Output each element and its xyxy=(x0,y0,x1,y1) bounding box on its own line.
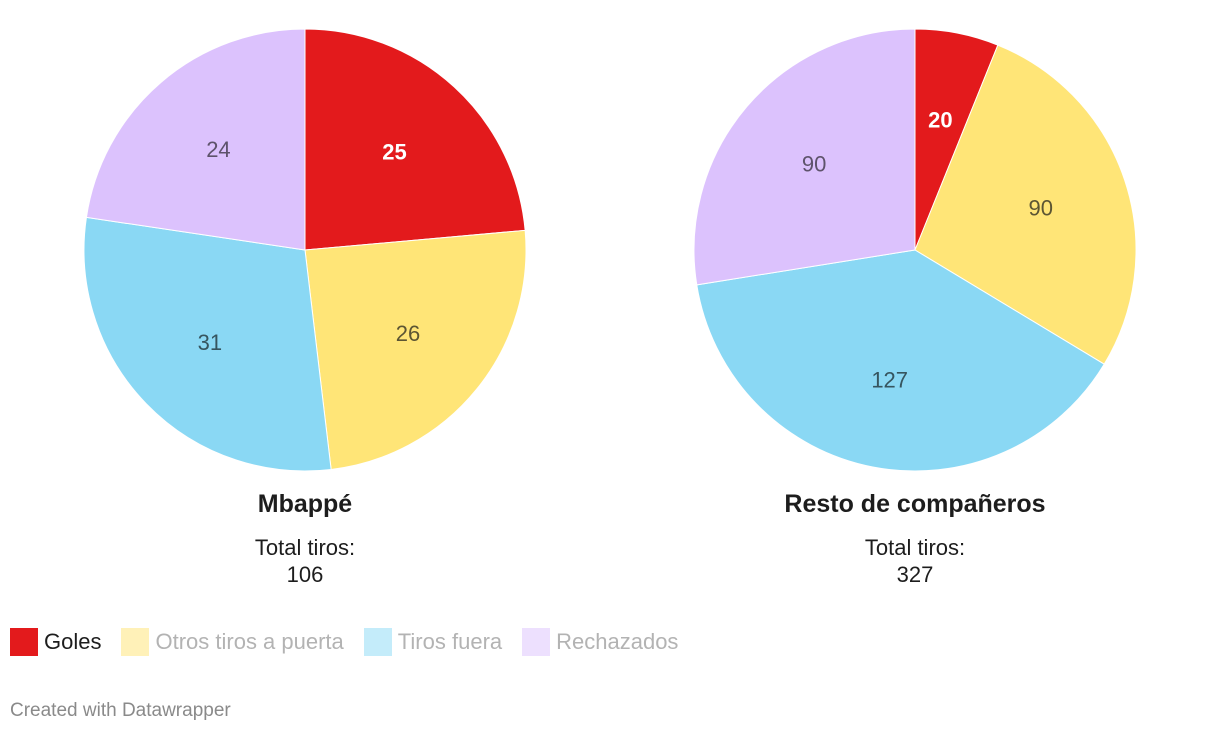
footer-credit[interactable]: Created with Datawrapper xyxy=(10,700,231,721)
legend-item-otros-tiros[interactable]: Otros tiros a puerta xyxy=(121,628,344,656)
total-label: Total tiros: xyxy=(254,535,356,560)
chart-subtitle-resto: Total tiros: 327 xyxy=(635,534,1195,588)
chart-title-resto: Resto de compañeros xyxy=(784,490,1046,518)
pie-slice-otros-tiros-a-puerta[interactable] xyxy=(914,44,1137,365)
pie-chart-resto: 20 90 127 90 xyxy=(693,28,1137,472)
legend-label-goles: Goles xyxy=(44,629,102,654)
data-label-goles: 25 xyxy=(382,140,406,165)
data-label-tiros-fuera: 127 xyxy=(871,368,908,393)
legend-swatch-goles xyxy=(10,628,38,656)
pie-slice-tiros-fuera[interactable] xyxy=(83,216,332,472)
legend-swatch-tiros-fuera xyxy=(363,628,392,656)
chart-subtitle-mbappe: Total tiros: 106 xyxy=(25,534,585,588)
total-value: 327 xyxy=(896,562,934,587)
pie-slice-tiros-fuera[interactable] xyxy=(696,249,1105,472)
legend-item-goles[interactable]: Goles xyxy=(10,628,101,656)
legend-label-tiros-fuera: Tiros fuera xyxy=(397,629,503,654)
pie-slice-otros-tiros-a-puerta[interactable] xyxy=(304,229,527,471)
legend-label-otros-tiros: Otros tiros a puerta xyxy=(155,629,344,654)
data-label-otros-tiros-a-puerta: 26 xyxy=(396,321,420,346)
pie-chart-mbappe: 25 26 31 24 xyxy=(83,28,527,472)
legend-item-tiros-fuera[interactable]: Tiros fuera xyxy=(363,628,503,656)
data-label-rechazados: 24 xyxy=(206,137,230,162)
legend-swatch-rechazados xyxy=(522,628,551,656)
data-label-rechazados: 90 xyxy=(802,151,826,176)
legend-item-rechazados[interactable]: Rechazados xyxy=(522,628,678,656)
pie-slice-rechazados[interactable] xyxy=(85,28,306,251)
data-label-tiros-fuera: 31 xyxy=(198,330,222,355)
data-label-otros-tiros-a-puerta: 90 xyxy=(1029,196,1053,221)
total-value: 106 xyxy=(286,562,324,587)
data-label-goles: 20 xyxy=(928,107,952,132)
legend-label-rechazados: Rechazados xyxy=(556,629,679,654)
legend-swatch-otros-tiros xyxy=(121,628,150,656)
total-label: Total tiros: xyxy=(864,535,966,560)
legend: Goles Otros tiros a puerta Tiros fuera R… xyxy=(10,628,698,656)
chart-title-mbappe: Mbappé xyxy=(257,490,353,518)
pie-slice-goles[interactable] xyxy=(304,28,526,251)
pie-slice-rechazados[interactable] xyxy=(693,28,916,286)
